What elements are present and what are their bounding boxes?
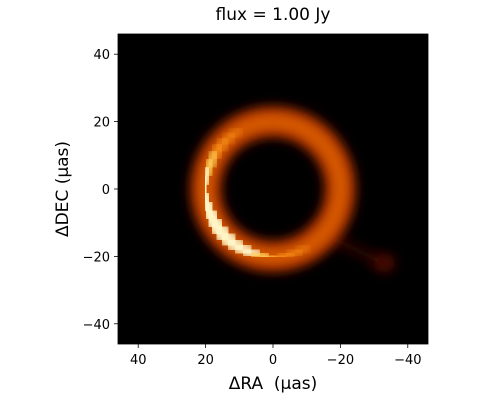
y-axis: 40 20 0 −20 −40 [83, 48, 118, 333]
y-tick-label: 20 [93, 116, 110, 131]
image-layer [190, 106, 396, 273]
plot-background [118, 34, 428, 344]
y-tick-label: 0 [102, 183, 110, 198]
y-tick-label: −40 [83, 318, 110, 333]
x-axis: 40 20 0 −20 −40 [130, 344, 422, 368]
x-tick-label: 20 [197, 353, 214, 368]
x-tick-label: −40 [394, 353, 421, 368]
x-tick-label: 40 [130, 353, 147, 368]
chart-title: flux = 1.00 Jy [216, 5, 331, 25]
y-tick-label: 40 [93, 48, 110, 63]
x-axis-label: ΔRA (μas) [229, 374, 318, 394]
x-tick-label: 0 [269, 353, 277, 368]
ring [190, 106, 356, 272]
x-tick-label: −20 [327, 353, 354, 368]
y-tick-label: −20 [83, 250, 110, 265]
y-axis-label: ΔDEC (μas) [53, 141, 73, 237]
